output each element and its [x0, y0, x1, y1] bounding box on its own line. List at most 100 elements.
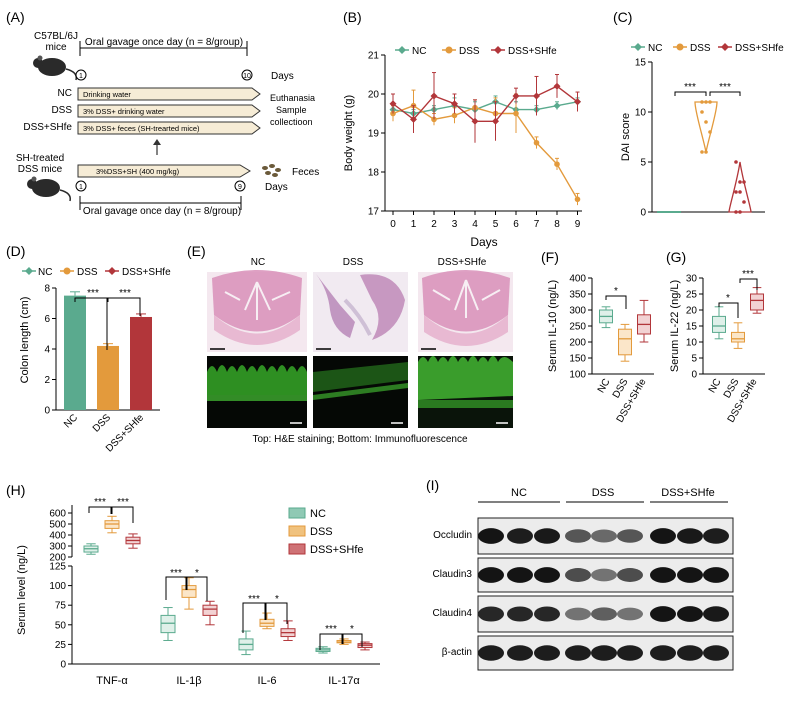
f-plot-area	[599, 299, 651, 362]
b-x-tick-label: 1	[411, 219, 417, 230]
b-ylabel: Body weight (g)	[343, 95, 355, 171]
c-point	[734, 160, 738, 164]
h-box-DSS+SHfe-IL-1β	[202, 604, 218, 616]
panel-d: (D) NC DSS DSS+SHfe 0 2 4 6 8 Colon length (…	[6, 243, 171, 455]
h-y-lower-tick-label: 125	[49, 562, 66, 573]
i-band	[591, 645, 617, 661]
g-sig-bracket-2	[739, 278, 758, 290]
g-y-tick-label: 0	[691, 370, 697, 381]
f-sig-bracket	[605, 295, 627, 309]
d-ylabel: Colon length (cm)	[19, 297, 31, 384]
c-legend: NC DSS DSS+SHfe	[631, 43, 784, 54]
h-y-upper-tick-label: 400	[49, 531, 66, 542]
c-violin-DSS	[694, 101, 718, 153]
b-legend: NC DSS DSS+SHfe	[395, 46, 557, 57]
b-point	[430, 92, 438, 100]
h-sig-il1b-1: ***	[170, 568, 182, 579]
feces-icon	[262, 164, 281, 177]
c-point	[734, 190, 738, 194]
b-x-tick-label: 3	[452, 219, 458, 230]
b-point	[553, 102, 561, 110]
d-sig-2: ***	[119, 288, 131, 299]
i-band	[677, 645, 703, 661]
h-sig-il1b-2: *	[195, 568, 199, 579]
i-band	[478, 528, 504, 544]
i-band	[617, 607, 643, 621]
h-xlabel-il6: IL-6	[258, 675, 277, 687]
b-point	[512, 92, 520, 100]
b-x-tick-label: 5	[493, 219, 499, 230]
b-point	[451, 112, 458, 119]
f-xlabel-nc: NC	[596, 377, 613, 395]
panel-i: (I) NC DSS DSS+SHfe Occludin Claudin3 Cl…	[426, 477, 734, 671]
panel-c-label: (C)	[613, 9, 632, 25]
c-y-tick-label: 5	[640, 158, 646, 169]
f-y-tick-label: 150	[569, 354, 586, 365]
b-legend-nc: NC	[412, 46, 426, 57]
d-bar-NC	[64, 295, 86, 410]
c-point	[738, 180, 742, 184]
i-band	[703, 606, 729, 622]
h-sig-il17-1: ***	[325, 624, 337, 635]
day-end: 10	[243, 73, 251, 80]
f-y-tick-label: 200	[569, 338, 586, 349]
e-title-shfe: DSS+SHfe	[438, 257, 487, 268]
panel-h-label: (H)	[6, 482, 25, 498]
b-y-tick-label: 19	[368, 129, 380, 140]
b-x-tick-label: 6	[513, 219, 519, 230]
h-box-NC-IL-1β	[160, 614, 176, 634]
d-plot-area	[64, 291, 152, 410]
i-band	[703, 567, 729, 583]
i-band	[565, 529, 591, 543]
i-band	[650, 567, 676, 583]
d-y-tick-label: 2	[44, 375, 50, 386]
b-point	[513, 110, 519, 117]
b-point	[574, 196, 581, 203]
i-band	[478, 645, 504, 661]
i-band	[565, 568, 591, 582]
b-point	[451, 100, 458, 108]
feces-label: Feces	[292, 167, 319, 178]
group-nc: NC	[58, 88, 72, 99]
d-y-ticks: 0 2 4 6 8	[44, 284, 56, 417]
b-x-ticks: 0 1 2 3 4 5 6 7 8 9	[390, 211, 581, 230]
panel-a-label: (A)	[6, 9, 25, 25]
i-band	[591, 529, 617, 543]
g-y-ticks: 0 5 10 15 20 25 30	[686, 274, 703, 381]
b-y-tick-label: 21	[368, 51, 380, 62]
i-band	[478, 606, 504, 622]
h-xlabel-il17: IL-17α	[328, 675, 360, 687]
d-bar-DSS+SHfe	[130, 316, 152, 410]
c-y-tick-label: 0	[640, 208, 646, 219]
i-band	[534, 606, 560, 622]
gavage-top-text: Oral gavage once day (n = 8/group)	[85, 37, 243, 48]
c-y-ticks: 0 5 10 15	[635, 58, 652, 219]
h-legend-shfe: DSS+SHfe	[310, 544, 364, 556]
bar-dssshfe-text: 3% DSS+ feces (SH-trearted mice)	[83, 124, 200, 133]
d-xlabel-nc: NC	[62, 412, 80, 430]
d-legend-dss: DSS	[77, 267, 98, 278]
he-image-dss	[313, 272, 408, 352]
b-x-tick-label: 0	[390, 219, 396, 230]
i-band	[617, 645, 643, 661]
sh-bar-text: 3%DSS+SH (400 mg/kg)	[96, 167, 180, 176]
i-band	[534, 645, 560, 661]
day2-start: 1	[79, 184, 83, 191]
h-y-lower-tick-label: 100	[49, 581, 66, 592]
f-box-DSS	[618, 328, 632, 356]
if-image-nc	[207, 356, 307, 428]
g-box-NC	[712, 315, 726, 333]
days2-label: Days	[265, 182, 288, 193]
d-y-tick-label: 6	[44, 314, 50, 325]
i-band	[565, 607, 591, 621]
i-western-blots	[477, 517, 734, 671]
h-y-upper-tick-label: 600	[49, 509, 66, 520]
b-legend-dss: DSS	[459, 46, 480, 57]
f-y-tick-label: 300	[569, 306, 586, 317]
g-plot-area	[712, 287, 764, 349]
i-band	[591, 568, 617, 582]
h-sig-il17-2: *	[350, 624, 354, 635]
